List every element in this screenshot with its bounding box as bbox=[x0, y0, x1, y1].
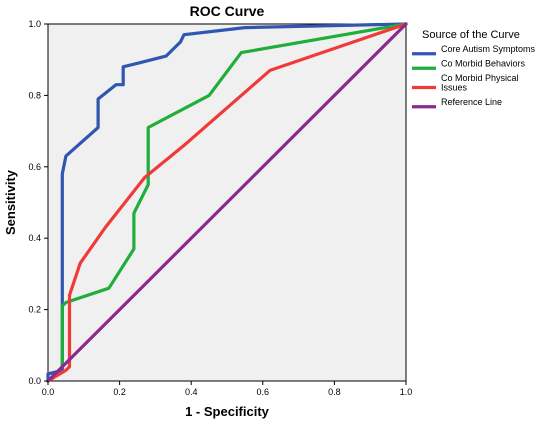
y-tick-label: 0.6 bbox=[28, 162, 41, 172]
x-tick-label: 1.0 bbox=[400, 387, 413, 397]
y-tick-label: 0.2 bbox=[28, 305, 41, 315]
legend-label-4: Reference Line bbox=[441, 97, 502, 107]
x-tick-label: 0.2 bbox=[113, 387, 126, 397]
y-tick-label: 1.0 bbox=[28, 19, 41, 29]
legend-label-1: Core Autism Symptoms bbox=[441, 44, 536, 54]
x-tick-label: 0.8 bbox=[328, 387, 341, 397]
legend-label-2: Co Morbid Behaviors bbox=[441, 59, 526, 69]
series-layer bbox=[46, 22, 408, 383]
chart-title: ROC Curve bbox=[190, 3, 265, 19]
series-line-2 bbox=[46, 22, 408, 383]
legend: Source of the Curve Core Autism Symptoms… bbox=[412, 29, 536, 109]
series-line-4 bbox=[46, 22, 408, 383]
x-axis-label: 1 - Specificity bbox=[185, 404, 270, 419]
legend-label-3: Co Morbid Physical Issues bbox=[441, 73, 519, 93]
x-tick-label: 0.0 bbox=[42, 387, 55, 397]
y-tick-label: 0.4 bbox=[28, 233, 41, 243]
legend-title: Source of the Curve bbox=[422, 29, 520, 41]
x-tick-label: 0.6 bbox=[257, 387, 270, 397]
x-tick-label: 0.4 bbox=[185, 387, 198, 397]
series-line-3 bbox=[46, 22, 408, 383]
y-tick-label: 0.8 bbox=[28, 90, 41, 100]
y-axis-label: Sensitivity bbox=[3, 169, 18, 235]
y-tick-label: 0.0 bbox=[28, 376, 41, 386]
axis-layer: 0.0 0.2 0.4 0.6 0.8 1.0 0.0 0.2 0.4 0.6 0.8 1.0 bbox=[28, 19, 412, 397]
series-line-1 bbox=[46, 22, 408, 383]
